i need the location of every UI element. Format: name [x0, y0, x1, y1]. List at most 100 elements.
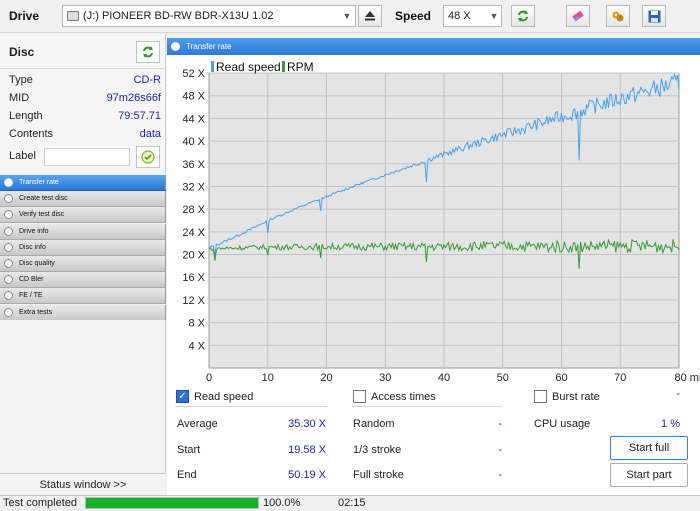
drive-info-icon [4, 226, 13, 236]
nav-item-extra-tests[interactable]: Extra tests [0, 304, 166, 321]
divider [0, 68, 166, 69]
cd-bler-icon [4, 275, 13, 285]
drive-select-value: (J:) PIONEER BD-RW BDR-X13U 1.02 [83, 10, 274, 22]
read-speed-checkbox[interactable]: ✓ [176, 390, 189, 403]
burst-rate-checkbox[interactable] [534, 390, 547, 403]
random-value: - [498, 418, 502, 430]
save-icon [648, 10, 660, 22]
speed-select[interactable]: 48 X ▼ [443, 5, 502, 27]
average-value: 35.30 X [288, 418, 326, 430]
end-label: End [177, 469, 197, 481]
y-tick-label: 44 X [182, 113, 205, 125]
y-tick-label: 20 X [182, 250, 205, 262]
panel-header: Transfer rate [167, 38, 700, 55]
disc-info-value: data [139, 128, 161, 140]
status-message: Test completed [3, 497, 77, 509]
legend-swatch [211, 61, 214, 72]
y-tick-label: 40 X [182, 136, 205, 148]
drive-select[interactable]: (J:) PIONEER BD-RW BDR-X13U 1.02 ▼ [62, 5, 356, 27]
disc-info-label: Length [9, 110, 43, 122]
options-button[interactable] [606, 5, 630, 27]
burst-rate-option[interactable]: Burst rate [534, 390, 600, 403]
speed-refresh-button[interactable] [511, 5, 535, 27]
x-tick-label: 60 [555, 372, 567, 384]
divider [175, 406, 327, 407]
x-tick-label: 80 min [674, 372, 700, 384]
third-stroke-value: - [498, 444, 502, 456]
eject-icon [365, 11, 375, 21]
x-tick-label: 70 [614, 372, 626, 384]
x-tick-label: 30 [379, 372, 391, 384]
status-window-button[interactable]: Status window >> [0, 473, 166, 495]
disc-info-label: Type [9, 74, 33, 86]
disc-info-value: 79:57.71 [118, 110, 161, 122]
y-tick-label: 16 X [182, 272, 205, 284]
x-tick-label: 20 [320, 372, 332, 384]
disc-info-row-mid: MID 97m26s66f [9, 92, 161, 108]
disc-info-value: 97m26s66f [106, 92, 161, 104]
access-times-option-label: Access times [371, 390, 436, 403]
label-input[interactable] [44, 148, 130, 166]
nav-item-verify-test-disc[interactable]: Verify test disc [0, 207, 166, 224]
progress-percent: 100.0% [263, 497, 301, 509]
refresh-icon [143, 46, 153, 58]
nav-item-label: FE / TE [19, 292, 43, 300]
burst-rate-option-label: Burst rate [552, 390, 600, 403]
disc-info-row-contents: Contents data [9, 128, 161, 144]
third-stroke-label: 1/3 stroke [353, 444, 402, 456]
verify-test-disc-icon [4, 210, 13, 220]
tools-icon [612, 11, 624, 22]
disc-info-row-length: Length 79:57.71 [9, 110, 161, 126]
cpu-usage-label: CPU usage [534, 418, 591, 430]
nav-item-fe-te[interactable]: FE / TE [0, 288, 166, 305]
average-label: Average [177, 418, 218, 430]
nav-item-label: Create test disc [19, 195, 68, 203]
y-tick-label: 4 X [188, 340, 205, 352]
nav-item-drive-info[interactable]: Drive info [0, 223, 166, 240]
nav-item-transfer-rate[interactable]: Transfer rate [0, 175, 166, 191]
disc-quality-icon [4, 258, 13, 268]
disc-info-icon [4, 242, 13, 252]
chevron-down-icon: ▼ [489, 11, 499, 21]
nav-item-disc-info[interactable]: Disc info [0, 239, 166, 256]
nav-item-cd-bler[interactable]: CD Bler [0, 272, 166, 289]
nav-item-label: Transfer rate [19, 179, 59, 186]
legend-swatch [282, 61, 285, 72]
erase-button[interactable] [566, 5, 590, 27]
eject-button[interactable] [358, 5, 382, 27]
x-tick-label: 0 [206, 372, 212, 384]
nav-item-label: Disc info [19, 243, 46, 251]
extra-tests-icon [4, 307, 13, 317]
disc-refresh-button[interactable] [136, 41, 160, 63]
random-label: Random [353, 418, 395, 430]
save-button[interactable] [642, 5, 666, 27]
start-full-button[interactable]: Start full [610, 436, 688, 460]
y-tick-label: 24 X [182, 227, 205, 239]
access-times-checkbox[interactable] [353, 390, 366, 403]
x-tick-label: 40 [438, 372, 450, 384]
access-times-option[interactable]: Access times [353, 390, 436, 403]
legend-label: Read speed [216, 60, 281, 74]
start-part-button[interactable]: Start part [610, 463, 688, 487]
full-stroke-label: Full stroke [353, 469, 404, 481]
chevron-down-icon: ▼ [342, 11, 352, 21]
x-tick-label: 50 [497, 372, 509, 384]
burst-rate-value: - [676, 388, 680, 400]
nav-item-create-test-disc[interactable]: Create test disc [0, 191, 166, 208]
divider [352, 406, 502, 407]
nav-item-disc-quality[interactable]: Disc quality [0, 255, 166, 272]
disc-info-label: Contents [9, 128, 54, 140]
fe-te-icon [4, 291, 13, 301]
y-tick-label: 8 X [188, 318, 205, 330]
nav-item-label: Disc quality [19, 259, 55, 267]
transfer-rate-icon [171, 42, 180, 51]
legend-label: RPM [287, 60, 314, 74]
nav-item-label: Drive info [19, 227, 49, 235]
progress-bar [85, 497, 259, 509]
end-value: 50.19 X [288, 469, 326, 481]
transfer-rate-icon [4, 178, 13, 187]
speed-select-value: 48 X [448, 10, 471, 22]
label-apply-button[interactable] [136, 146, 160, 168]
read-speed-option[interactable]: ✓ Read speed [176, 390, 253, 403]
y-tick-label: 36 X [182, 159, 205, 171]
